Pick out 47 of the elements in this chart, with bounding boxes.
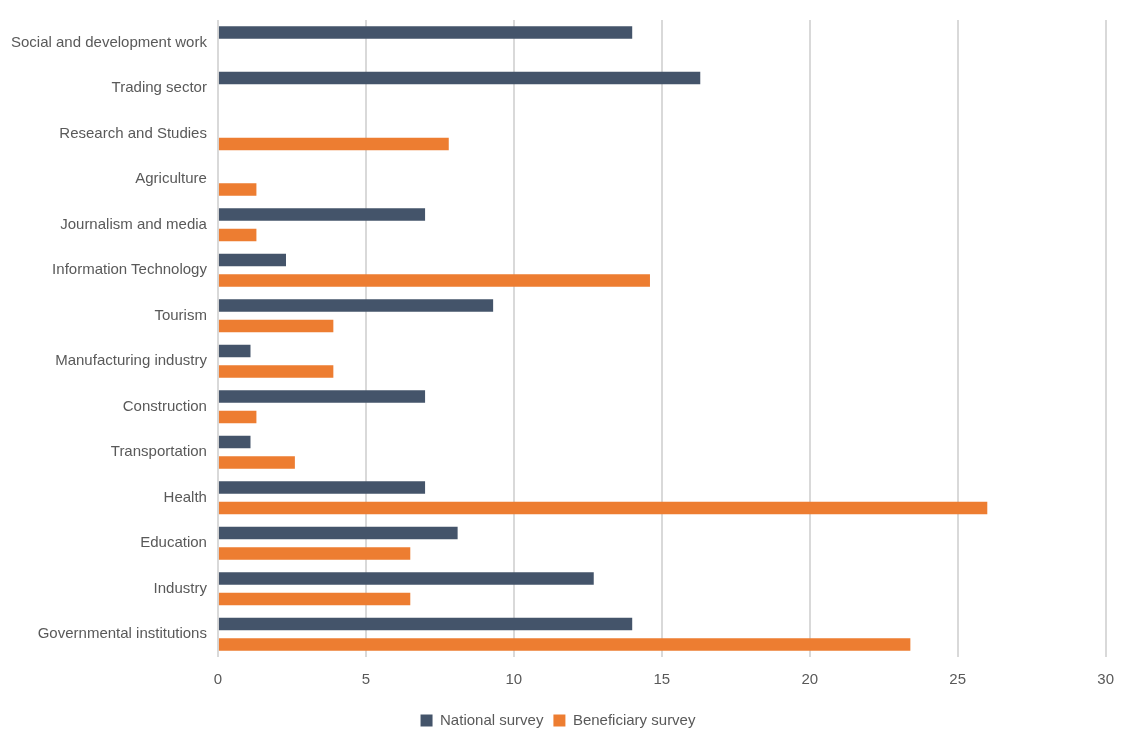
bar [218, 208, 426, 221]
x-tick-label: 30 [1097, 670, 1114, 688]
bar [218, 481, 426, 494]
bar [218, 638, 911, 651]
y-tick-label: Health [163, 487, 207, 505]
bar [218, 410, 257, 424]
y-tick-label: Trading sector [111, 78, 207, 96]
bar [218, 228, 257, 242]
y-tick-label: Social and development work [10, 32, 208, 50]
x-tick-label: 25 [949, 670, 967, 688]
bar [218, 456, 295, 469]
bar [218, 26, 633, 39]
y-tick-label: Agriculture [135, 169, 207, 187]
bar [218, 526, 458, 540]
legend-label: National survey [440, 710, 544, 728]
bar [218, 617, 633, 631]
y-tick-label: Information Technology [52, 260, 208, 278]
y-tick-label: Construction [122, 396, 207, 414]
x-tick-label: 5 [361, 670, 371, 688]
bar [218, 592, 411, 606]
x-tick-label: 15 [653, 670, 671, 688]
y-tick-label: Manufacturing industry [55, 351, 208, 369]
bar [218, 183, 257, 196]
bar [218, 319, 334, 333]
bar [218, 137, 449, 151]
y-tick-label: Industry [153, 578, 208, 596]
bar [218, 274, 650, 287]
bar [218, 344, 251, 358]
bar [218, 547, 411, 560]
y-tick-label: Governmental institutions [37, 624, 207, 642]
y-tick-label: Tourism [154, 305, 207, 323]
x-tick-label: 10 [505, 670, 523, 688]
bar [218, 501, 988, 515]
bar [218, 572, 594, 585]
legend-label: Beneficiary survey [572, 710, 696, 728]
bar [218, 390, 426, 403]
y-tick-label: Transportation [110, 442, 207, 460]
bar [218, 253, 286, 267]
x-tick-label: 0 [213, 670, 223, 688]
y-tick-label: Research and Studies [59, 123, 207, 141]
bar [218, 299, 494, 312]
y-tick-label: Journalism and media [60, 214, 208, 232]
bar [218, 365, 334, 378]
y-tick-label: Education [140, 533, 207, 551]
bar [218, 71, 701, 85]
bar [218, 435, 251, 449]
x-tick-label: 20 [801, 670, 819, 688]
